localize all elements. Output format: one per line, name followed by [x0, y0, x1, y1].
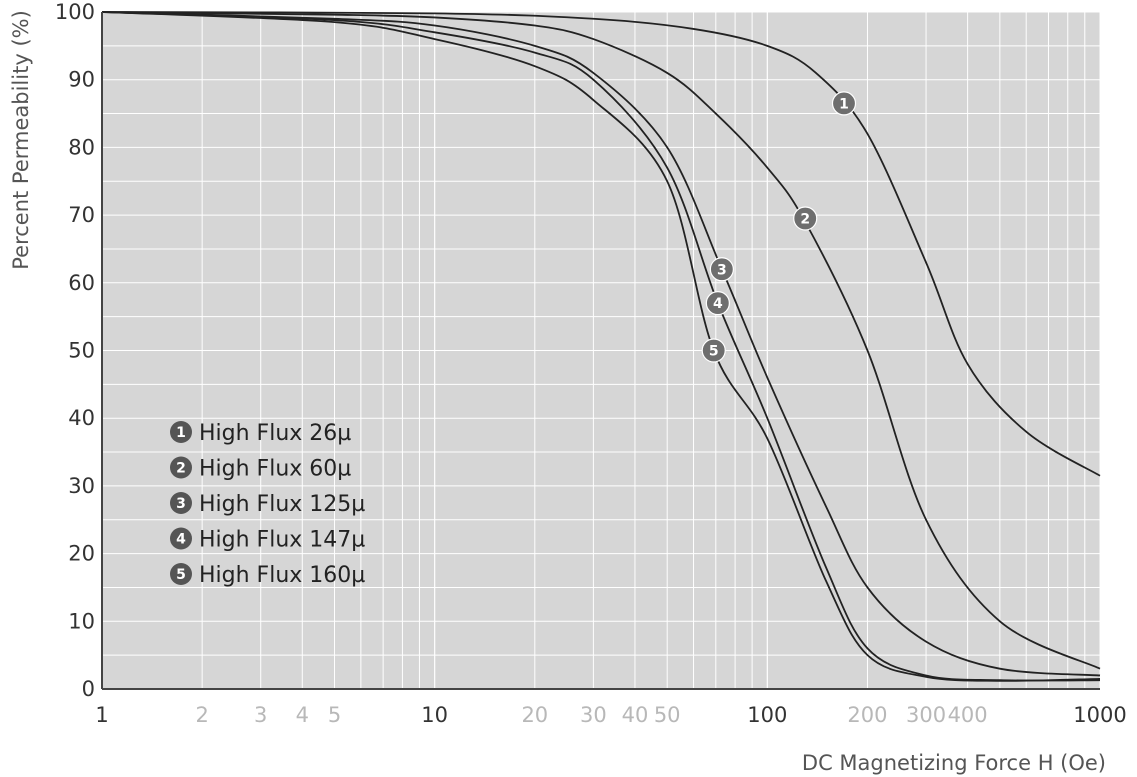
series-line	[101, 11, 1101, 670]
y-tick-label: 90	[68, 68, 95, 92]
y-tick-label: 0	[82, 677, 95, 701]
legend-marker-label: 2	[176, 461, 186, 477]
y-tick-label: 80	[68, 135, 95, 159]
series-markers: 1 2 3 4 5	[701, 91, 857, 363]
series-marker-label: 1	[839, 96, 849, 112]
x-tick-label: 50	[654, 703, 681, 727]
series-line	[101, 11, 1101, 477]
legend-marker	[170, 563, 192, 585]
legend-item-label: High Flux 125µ	[199, 492, 365, 517]
x-tick-label: 4	[296, 703, 309, 727]
legend-item-label: High Flux 26µ	[199, 421, 351, 446]
grid	[102, 11, 1101, 689]
y-tick-label: 20	[68, 542, 95, 566]
y-tick-label: 10	[68, 609, 95, 633]
x-tick-label: 30	[580, 703, 607, 727]
x-tick-label: 100	[747, 703, 787, 727]
legend-marker-label: 4	[176, 532, 186, 548]
x-tick-labels: 1 2 3 4 5 10 20 30 40 50 100 200 300 400 1000	[95, 703, 1126, 727]
series-line	[101, 11, 1101, 682]
legend-marker-label: 1	[176, 425, 186, 441]
x-tick-label: 300	[906, 703, 946, 727]
legend-marker-label: 3	[176, 496, 186, 512]
series-marker	[705, 291, 730, 316]
y-tick-label: 60	[68, 271, 95, 295]
x-tick-label: 10	[421, 703, 448, 727]
legend-marker	[170, 456, 192, 479]
x-tick-label: 20	[521, 703, 548, 727]
y-tick-label: 50	[68, 339, 95, 363]
y-tick-labels: 0 10 20 30 40 50 60 70 80 90 100	[55, 0, 95, 701]
axes	[101, 12, 1100, 690]
legend: 1 High Flux 26µ 2 High Flux 60µ 3 High Flux 1…	[170, 421, 365, 588]
legend-item-label: High Flux 147µ	[199, 528, 365, 553]
x-tick-label: 40	[622, 703, 649, 727]
series-marker	[831, 91, 857, 116]
series-marker	[793, 206, 818, 231]
legend-marker	[170, 421, 192, 443]
x-tick-label: 200	[847, 703, 887, 727]
x-axis-label: DC Magnetizing Force H (Oe)	[802, 751, 1106, 775]
x-tick-label: 2	[195, 703, 208, 727]
y-tick-label: 40	[68, 406, 95, 430]
curves	[101, 11, 1101, 682]
x-tick-label: 1	[95, 703, 108, 727]
series-marker-label: 4	[713, 296, 723, 312]
legend-marker-label: 5	[176, 567, 186, 583]
x-tick-label: 5	[328, 703, 341, 727]
series-marker-label: 5	[709, 344, 719, 360]
series-marker-label: 2	[800, 211, 810, 227]
legend-marker	[170, 527, 192, 550]
legend-marker	[170, 492, 192, 514]
series-line	[101, 11, 1101, 682]
y-axis-label: Percent Permeability (%)	[9, 10, 33, 270]
y-tick-label: 100	[55, 0, 95, 24]
x-tick-label: 1000	[1073, 703, 1126, 727]
series-line	[101, 11, 1101, 677]
series-marker	[709, 257, 734, 282]
y-tick-label: 30	[68, 474, 95, 498]
series-marker-label: 3	[717, 262, 727, 278]
series-marker	[701, 338, 726, 363]
x-tick-label: 3	[254, 703, 267, 727]
legend-item-label: High Flux 160µ	[199, 563, 365, 588]
legend-item-label: High Flux 60µ	[199, 457, 351, 482]
x-tick-label: 400	[948, 703, 988, 727]
y-tick-label: 70	[68, 203, 95, 227]
